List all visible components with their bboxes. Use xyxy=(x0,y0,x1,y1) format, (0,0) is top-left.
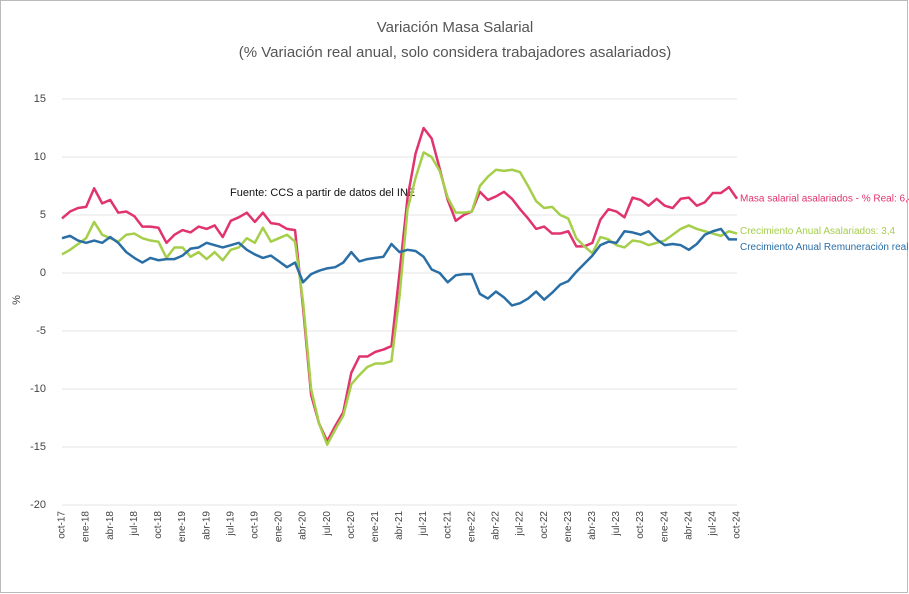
x-tick-label: jul-21 xyxy=(418,511,429,537)
y-tick-label: -15 xyxy=(30,441,46,453)
y-tick-label: 5 xyxy=(40,209,46,221)
series-line xyxy=(61,126,739,443)
x-tick-label: ene-19 xyxy=(177,511,188,543)
x-tick-label: jul-18 xyxy=(129,511,140,537)
x-tick-label: ene-23 xyxy=(563,511,574,543)
x-tick-label: jul-19 xyxy=(225,511,236,537)
x-tick-label: ene-18 xyxy=(81,511,92,543)
legend-label: Crecimiento Anual Asalariados: 3,4 xyxy=(740,226,896,237)
x-tick-label: ene-20 xyxy=(274,511,285,543)
x-tick-label: ene-24 xyxy=(659,511,670,543)
series-line xyxy=(61,227,737,307)
x-tick-label: oct-24 xyxy=(732,511,743,539)
y-tick-label: -20 xyxy=(30,499,46,511)
y-tick-label: 0 xyxy=(40,267,46,279)
x-tick-label: jul-23 xyxy=(611,511,622,537)
y-tick-label: -5 xyxy=(36,325,46,337)
x-tick-label: ene-21 xyxy=(370,511,381,543)
x-tick-label: ene-22 xyxy=(466,511,477,543)
y-axis-label: % xyxy=(11,295,23,305)
x-tick-label: abr-22 xyxy=(491,511,502,540)
annotation: Fuente: CCS a partir de datos del INE xyxy=(230,187,415,199)
x-tick-label: oct-18 xyxy=(153,511,164,539)
x-tick-label: oct-17 xyxy=(57,511,68,539)
x-tick-label: abr-18 xyxy=(105,511,116,540)
x-tick-label: abr-24 xyxy=(683,511,694,540)
x-tick-label: jul-22 xyxy=(515,511,526,537)
x-tick-label: oct-19 xyxy=(249,511,260,539)
x-tick-label: oct-23 xyxy=(635,511,646,539)
x-tick-label: abr-19 xyxy=(201,511,212,540)
chart-subtitle: (% Variación real anual, solo considera … xyxy=(239,44,671,61)
x-tick-label: oct-20 xyxy=(346,511,357,539)
series-line xyxy=(61,151,738,446)
x-tick-label: abr-21 xyxy=(394,511,405,540)
x-tick-label: jul-20 xyxy=(322,511,333,537)
x-tick-label: jul-24 xyxy=(708,511,719,537)
y-tick-label: -10 xyxy=(30,383,46,395)
x-tick-label: abr-23 xyxy=(587,511,598,540)
x-tick-label: oct-22 xyxy=(539,511,550,539)
chart-title: Variación Masa Salarial xyxy=(377,19,533,36)
x-tick-label: oct-21 xyxy=(442,511,453,539)
legend-label: Crecimiento Anual Remuneración real: 2,9 xyxy=(740,242,909,253)
legend-label: Masa salarial asalariados - % Real: 6,4 xyxy=(740,193,909,204)
x-tick-label: abr-20 xyxy=(298,511,309,540)
y-tick-label: 10 xyxy=(34,151,46,163)
y-tick-label: 15 xyxy=(34,93,46,105)
